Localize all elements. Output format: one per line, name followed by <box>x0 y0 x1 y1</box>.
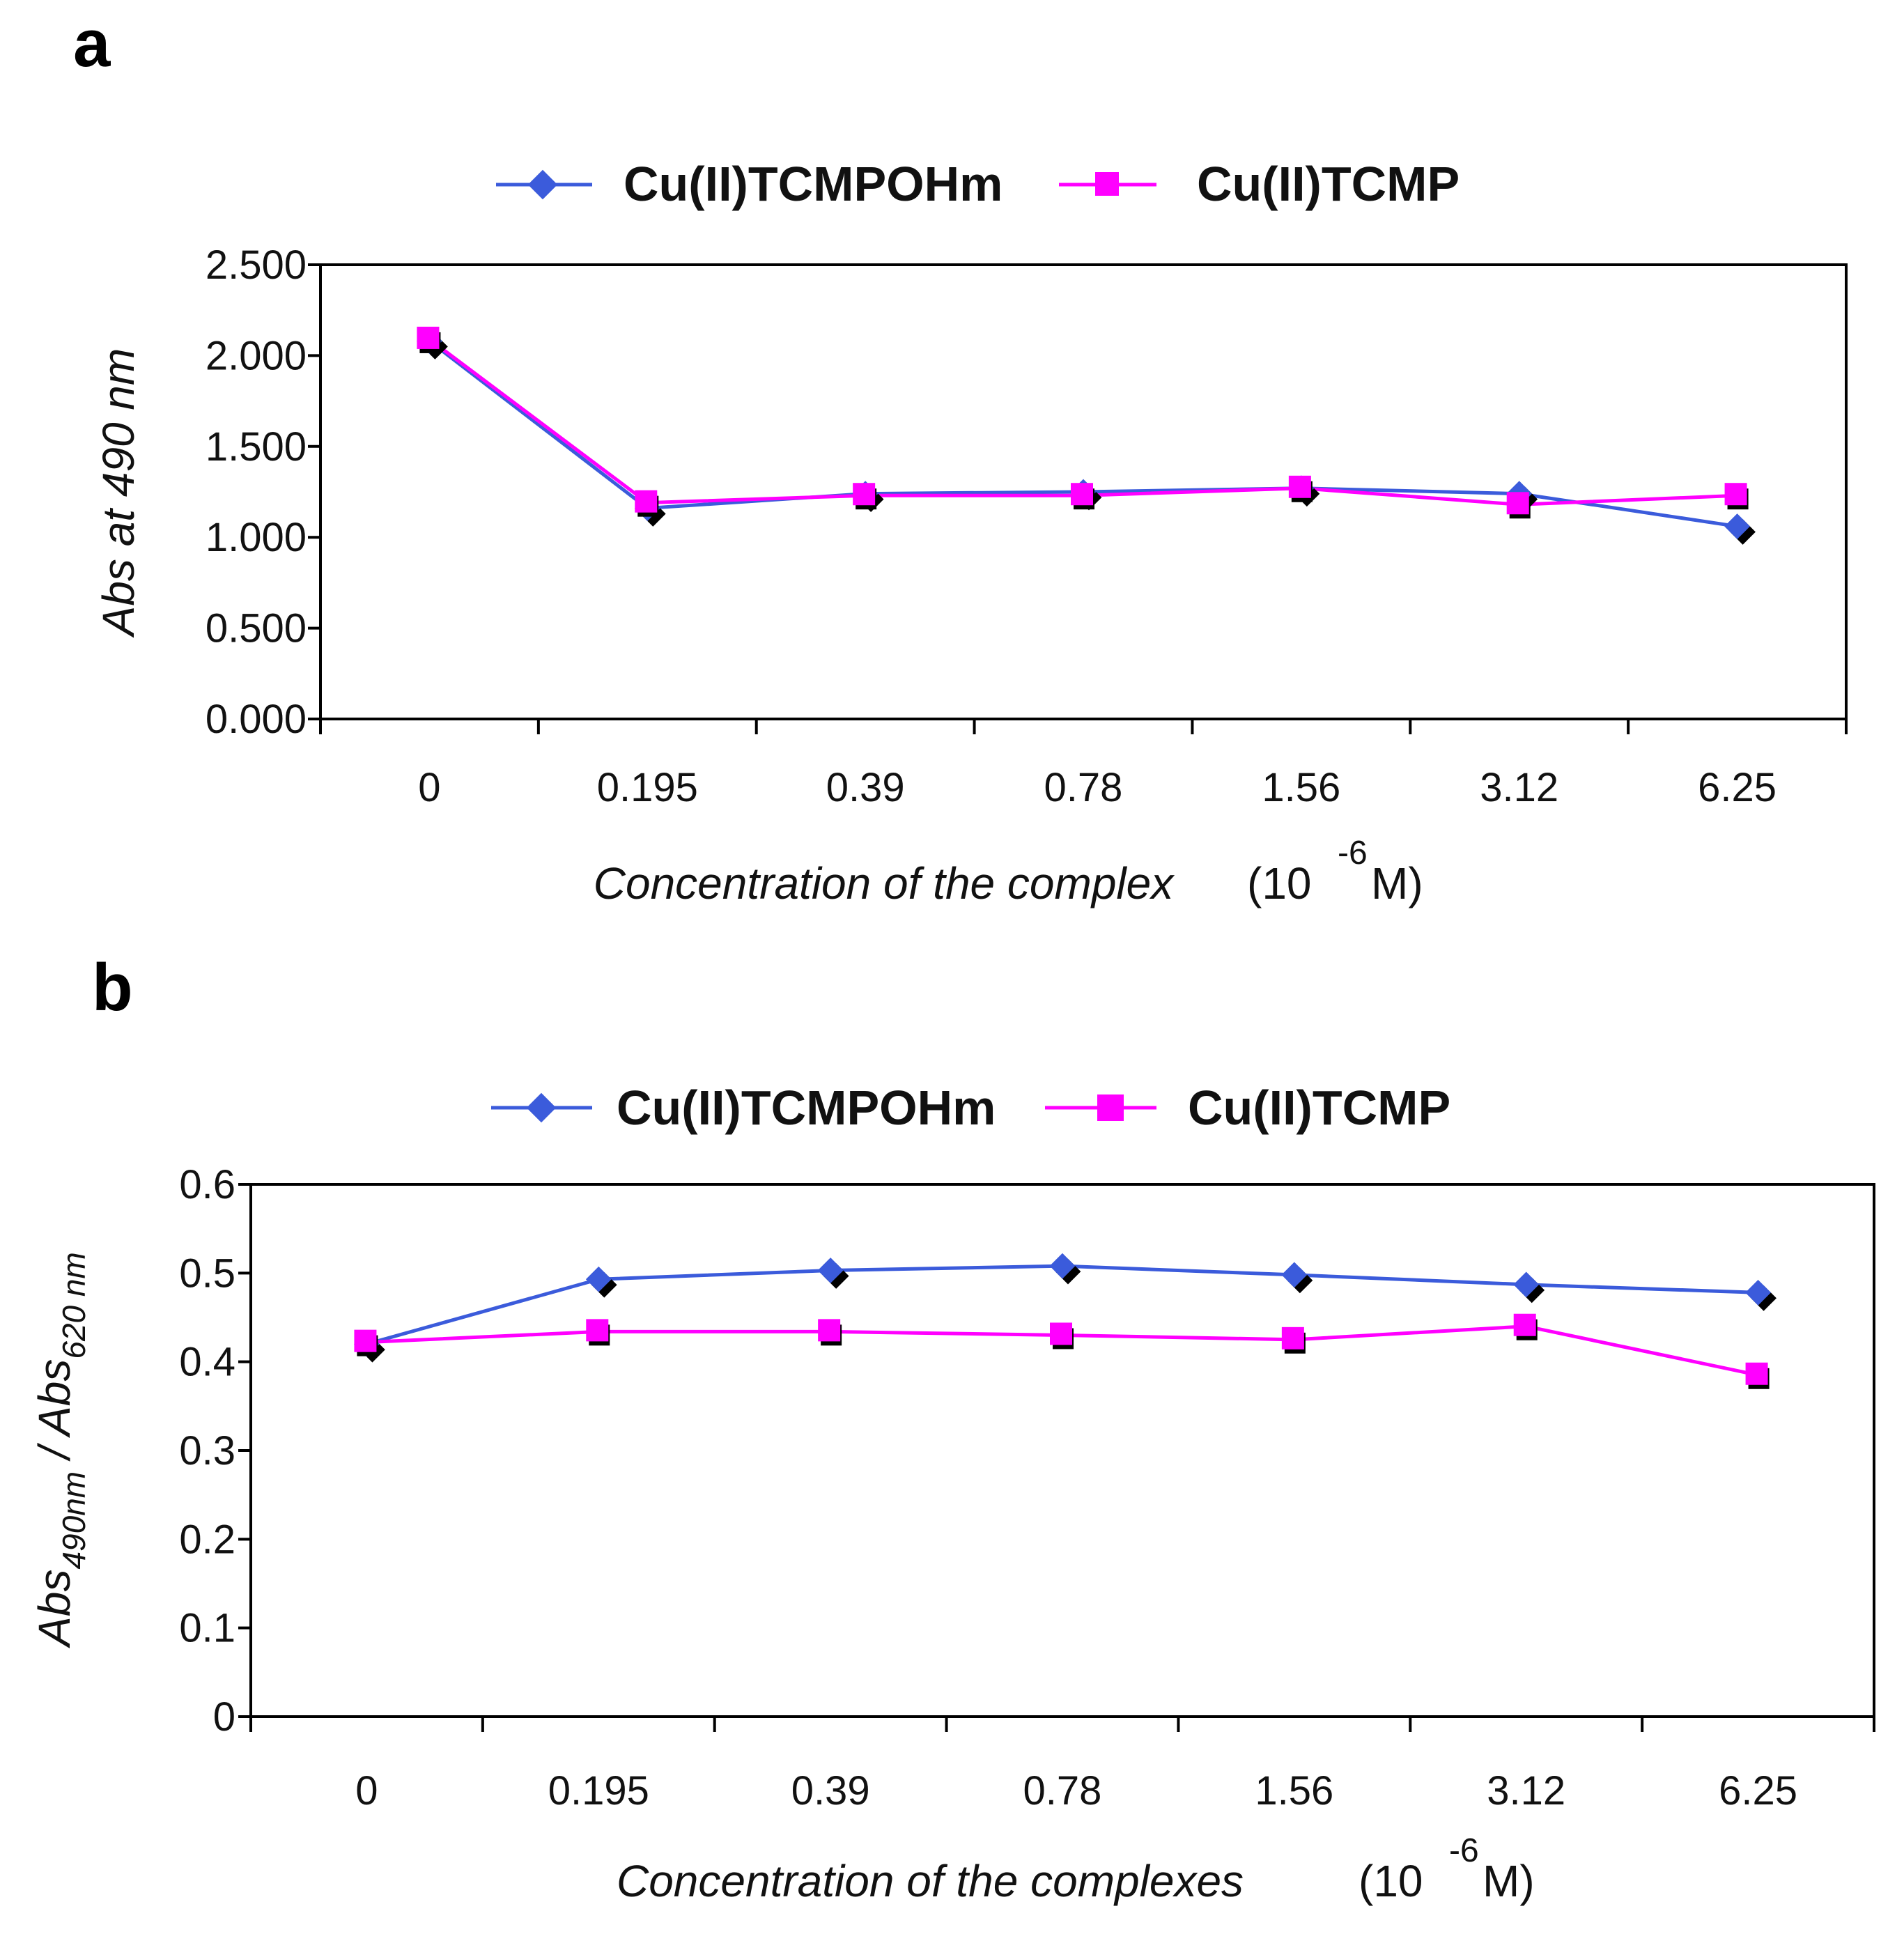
panel-a-x-tick-label: 0.78 <box>1044 765 1123 810</box>
panel-a-x-axis-unit-exp: -6 <box>1338 835 1368 872</box>
panel-a-x-tick-label: 0.39 <box>826 765 905 810</box>
panel-b-y-tick-label: 0.2 <box>179 1517 235 1562</box>
panel-b-x-axis-unit-close: M) <box>1483 1856 1535 1906</box>
panel-b-legend-label-series2: Cu(II)TCMP <box>1188 1081 1450 1135</box>
panel-b-series-1-marker <box>1281 1262 1308 1288</box>
panel-b-label: b <box>92 950 133 1025</box>
panel-a-legend-label-series2: Cu(II)TCMP <box>1197 157 1460 211</box>
panel-b-legend: Cu(II)TCMPOHm Cu(II)TCMP <box>491 1081 1450 1135</box>
panel-a-y-tick-label: 2.500 <box>206 242 307 288</box>
panel-b-y-axis-title: Abs490nm / Abs620 nm <box>29 1252 92 1649</box>
panel-a: a Cu(II)TCMPOHm Cu(II)TCMP 0.000 0.500 1.0… <box>73 6 1848 908</box>
panel-a-x-tick-label: 0 <box>418 765 440 810</box>
panel-a-x-tick-label: 6.25 <box>1698 765 1777 810</box>
svg-text:-6: -6 <box>1338 835 1368 872</box>
panel-b-x-tick-label: 1.56 <box>1255 1768 1333 1813</box>
panel-b-y-axis-title-abs2: / Abs <box>29 1359 79 1471</box>
panel-b-series-1-marker <box>1513 1271 1540 1298</box>
panel-b-y-axis-title-sub2: 620 nm <box>56 1252 92 1359</box>
panel-a-y-tick-label: 0.000 <box>206 697 307 742</box>
panel-a-series-2-marker <box>1288 475 1311 498</box>
svg-text:Concentration of the complexes: Concentration of the complexes <box>617 1856 1244 1906</box>
panel-a-y-tick-label: 1.500 <box>206 424 307 470</box>
panel-a-series-2-marker <box>853 483 876 506</box>
panel-b-x-axis-unit-open: (10 <box>1359 1856 1423 1906</box>
panel-a-series-2-marker <box>1071 483 1093 506</box>
panel-a-series-1-marker <box>1724 513 1750 539</box>
panel-b-legend-marker-series2 <box>1097 1094 1124 1121</box>
panel-a-x-axis-unit-open: (10 <box>1247 858 1312 908</box>
svg-text:M): M) <box>1371 858 1423 908</box>
panel-b-series-2-marker <box>1745 1362 1768 1385</box>
panel-b-series-1-marker <box>817 1258 844 1283</box>
panel-a-legend: Cu(II)TCMPOHm Cu(II)TCMP <box>496 157 1460 211</box>
panel-b-legend-label-series1: Cu(II)TCMPOHm <box>617 1081 996 1135</box>
svg-text:-6: -6 <box>1449 1832 1479 1869</box>
svg-text:Concentration of the complex: Concentration of the complex <box>594 858 1175 908</box>
svg-text:(10: (10 <box>1359 1856 1423 1906</box>
panel-a-x-axis-title-text: Concentration of the complex <box>594 858 1175 908</box>
panel-b-series-2-marker <box>1513 1313 1536 1336</box>
panel-a-x-tick-label: 1.56 <box>1262 765 1340 810</box>
panel-a-y-axis-title: Abs at 490 nm <box>93 348 144 639</box>
panel-b-y-tick-label: 0.3 <box>179 1428 235 1473</box>
panel-a-series-2-marker <box>417 326 440 349</box>
panel-b-series-2-marker <box>1050 1322 1072 1345</box>
panel-b-y-tick-label: 0.6 <box>179 1162 235 1207</box>
panel-b-x-tick-label: 0 <box>355 1768 378 1813</box>
panel-b-series-1-marker <box>1049 1253 1076 1279</box>
panel-b-series-2-marker <box>1281 1326 1304 1349</box>
svg-text:M): M) <box>1483 1856 1535 1906</box>
panel-b-y-tick-label: 0 <box>213 1694 235 1740</box>
panel-a-x-tick-label: 3.12 <box>1480 765 1558 810</box>
panel-b-x-tick-label: 0.78 <box>1023 1768 1102 1813</box>
panel-b-y-axis-title-abs1: Abs <box>29 1570 79 1649</box>
panel-b-series-2-marker <box>818 1319 841 1342</box>
panel-a-label: a <box>73 6 111 81</box>
panel-b: b Cu(II)TCMPOHm Cu(II)TCMP 0 0.1 0.2 0.3 0.4… <box>29 950 1875 1906</box>
panel-a-series-2-marker <box>1506 492 1529 515</box>
svg-text:Abs490nm / Abs620 nm: Abs490nm / Abs620 nm <box>29 1252 92 1649</box>
panel-b-x-tick-label: 3.12 <box>1487 1768 1565 1813</box>
panel-a-x-axis-unit-close: M) <box>1371 858 1423 908</box>
panel-b-x-tick-label: 6.25 <box>1719 1768 1797 1813</box>
panel-a-series-2-marker <box>635 490 658 513</box>
panel-b-x-axis-title-text: Concentration of the complexes <box>617 1856 1244 1906</box>
panel-b-series-2-marker <box>586 1319 609 1342</box>
panel-a-x-axis-title: Concentration of the complex (10 -6 M) <box>594 835 1423 908</box>
panel-b-y-tick-label: 0.4 <box>179 1340 235 1385</box>
panel-b-y-axis-title-sub1: 490nm <box>56 1471 92 1570</box>
panel-b-y-tick-label: 0.1 <box>179 1606 235 1651</box>
panel-b-series-1-marker <box>585 1266 612 1292</box>
panel-b-x-tick-label: 0.195 <box>548 1768 649 1813</box>
panel-b-x-axis-unit-exp: -6 <box>1449 1832 1479 1869</box>
panel-b-legend-marker-series1 <box>526 1092 557 1123</box>
panel-a-series-2-marker <box>1724 483 1747 506</box>
panel-b-series-2-marker <box>354 1329 377 1352</box>
panel-a-y-tick-label: 2.000 <box>206 333 307 378</box>
panel-a-y-tick-label: 1.000 <box>206 515 307 560</box>
panel-b-x-tick-label: 0.39 <box>791 1768 870 1813</box>
panel-b-series-1-marker <box>1745 1279 1771 1306</box>
panel-a-y-tick-label: 0.500 <box>206 606 307 651</box>
panel-a-legend-label-series1: Cu(II)TCMPOHm <box>624 157 1003 211</box>
panel-b-y-tick-label: 0.5 <box>179 1251 235 1296</box>
panel-a-legend-marker-series1 <box>527 169 558 200</box>
panel-a-x-tick-label: 0.195 <box>597 765 698 810</box>
svg-text:(10: (10 <box>1247 858 1312 908</box>
panel-b-x-axis-title: Concentration of the complexes (10 -6 M) <box>617 1832 1535 1906</box>
panel-a-legend-marker-series2 <box>1095 172 1119 196</box>
